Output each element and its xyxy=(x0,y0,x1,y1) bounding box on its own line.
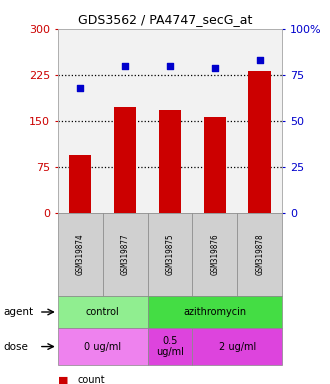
Text: count: count xyxy=(78,375,105,384)
Bar xyxy=(148,328,192,365)
Text: control: control xyxy=(86,307,119,317)
Bar xyxy=(114,108,136,213)
Bar xyxy=(58,296,148,328)
Bar xyxy=(148,296,282,328)
Text: 0 ug/ml: 0 ug/ml xyxy=(84,341,121,352)
Text: GSM319878: GSM319878 xyxy=(255,233,264,275)
Bar xyxy=(69,155,91,213)
Text: GSM319876: GSM319876 xyxy=(210,233,219,275)
Bar xyxy=(58,213,103,296)
Bar xyxy=(148,213,192,296)
Bar xyxy=(103,213,148,296)
Point xyxy=(167,63,173,69)
Bar xyxy=(204,117,226,213)
Bar xyxy=(248,71,271,213)
Text: ■: ■ xyxy=(58,375,68,384)
Bar xyxy=(192,213,237,296)
Text: dose: dose xyxy=(3,341,28,352)
Point xyxy=(212,65,217,71)
Point xyxy=(257,57,262,63)
Text: GDS3562 / PA4747_secG_at: GDS3562 / PA4747_secG_at xyxy=(78,13,252,26)
Bar xyxy=(58,328,148,365)
Bar xyxy=(237,213,282,296)
Text: GSM319877: GSM319877 xyxy=(120,233,130,275)
Bar xyxy=(159,110,181,213)
Text: azithromycin: azithromycin xyxy=(183,307,247,317)
Bar xyxy=(192,328,282,365)
Text: GSM319875: GSM319875 xyxy=(165,233,175,275)
Point xyxy=(78,85,83,91)
Text: 0.5
ug/ml: 0.5 ug/ml xyxy=(156,336,184,358)
Text: 2 ug/ml: 2 ug/ml xyxy=(219,341,256,352)
Point xyxy=(122,63,128,69)
Text: agent: agent xyxy=(3,307,33,317)
Text: GSM319874: GSM319874 xyxy=(76,233,85,275)
